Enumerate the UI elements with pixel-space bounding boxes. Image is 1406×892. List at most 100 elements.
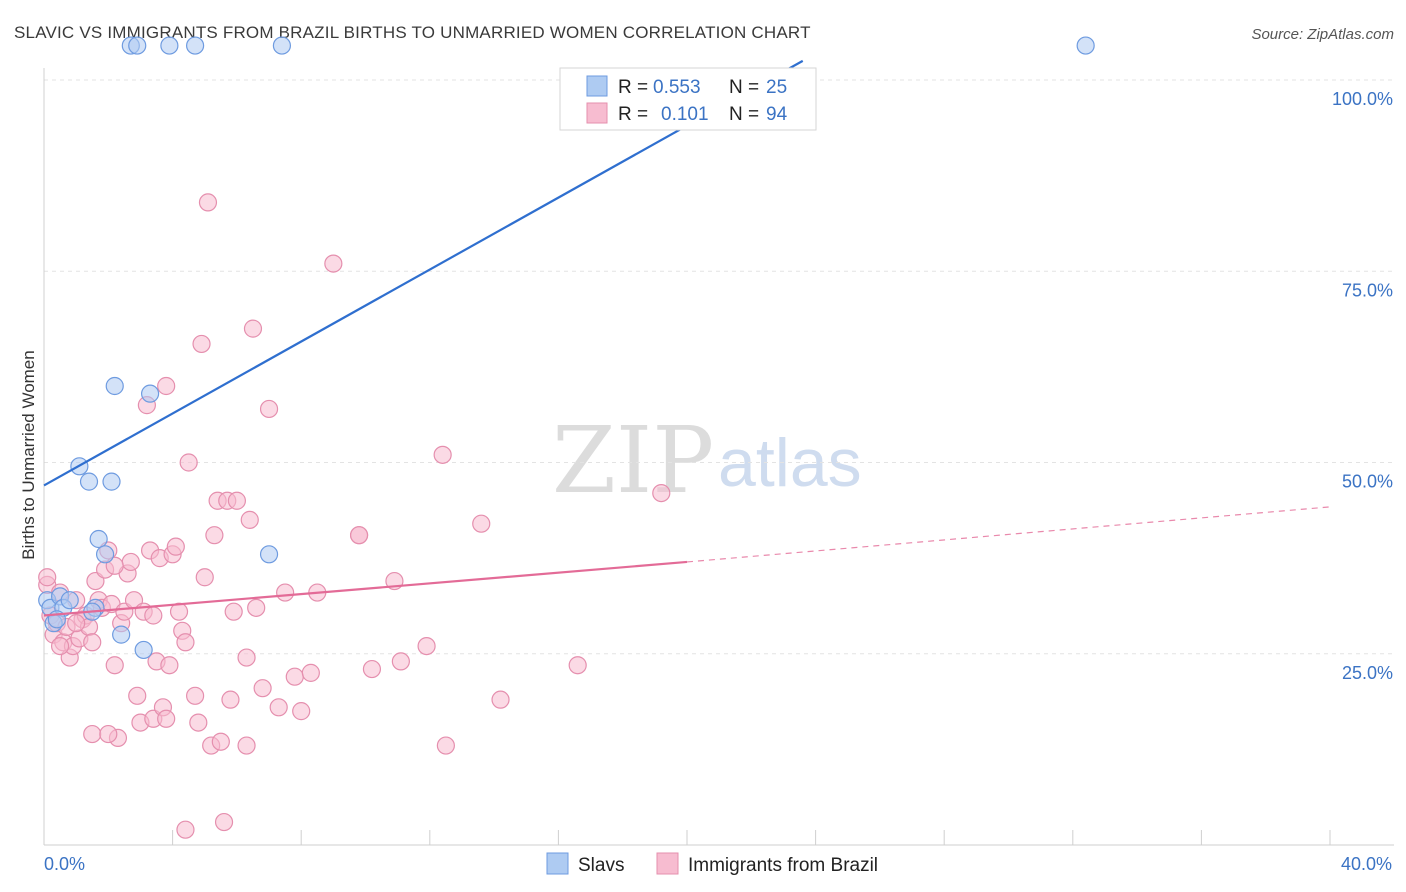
brazil-point — [166, 537, 185, 556]
brazil-point — [176, 633, 195, 652]
slavs-point — [102, 472, 121, 491]
y-tick-label: 100.0% — [1332, 89, 1393, 109]
y-axis-label: Births to Unmarried Women — [19, 350, 38, 559]
y-tick-label: 50.0% — [1342, 472, 1393, 492]
brazil-point — [417, 636, 436, 656]
brazil-point — [38, 568, 57, 587]
brazil-point — [144, 606, 163, 625]
bottom-legend-swatch-slavs — [546, 852, 569, 875]
slavs-point — [1076, 36, 1095, 55]
brazil-point — [121, 552, 140, 572]
brazil-point — [247, 598, 266, 617]
slavs-point — [259, 545, 279, 564]
gridlines — [44, 79, 1394, 655]
brazil-point — [214, 812, 234, 832]
brazil-point — [205, 526, 224, 545]
slavs-point — [272, 36, 292, 55]
brazil-points — [38, 193, 671, 839]
slavs-point — [134, 640, 153, 660]
correlation-legend: R = 0.553 N = 25 R = 0.101 N = 94 — [559, 67, 817, 131]
bottom-legend-slavs: Slavs — [578, 855, 624, 876]
brazil-point — [433, 445, 452, 464]
brazil-point — [276, 583, 295, 602]
watermark-zip: ZIP — [552, 407, 714, 514]
y-tick-label: 75.0% — [1342, 280, 1393, 300]
slavs-point — [186, 36, 205, 55]
chart-source: Source: ZipAtlas.com — [1251, 26, 1394, 43]
legend-n-value-slavs: 25 — [766, 77, 787, 98]
brazil-point — [301, 663, 320, 682]
legend-r-label-brazil: R = — [618, 104, 648, 125]
slavs-trend-line — [43, 59, 804, 487]
series-legend: Slavs Immigrants from Brazil — [546, 852, 878, 876]
slavs-points — [38, 36, 1095, 660]
brazil-point — [362, 659, 382, 679]
brazil-point — [269, 698, 288, 717]
brazil-point — [324, 254, 343, 273]
axes — [43, 68, 1394, 846]
brazil-point — [99, 724, 118, 744]
bottom-legend-swatch-brazil — [656, 852, 679, 875]
brazil-point — [243, 319, 263, 338]
slavs-point — [140, 384, 160, 403]
brazil-point — [436, 736, 455, 755]
brazil-point — [227, 491, 246, 510]
brazil-point — [195, 568, 214, 587]
brazil-point — [391, 652, 410, 671]
brazil-point — [237, 736, 256, 755]
brazil-point — [179, 453, 198, 472]
brazil-point — [237, 648, 256, 667]
slavs-point — [105, 376, 124, 396]
legend-swatch-slavs — [586, 75, 608, 97]
slavs-point — [60, 591, 79, 610]
brazil-trend-extension — [686, 506, 1331, 563]
brazil-point — [128, 686, 147, 705]
slavs-point — [89, 529, 108, 549]
brazil-point — [253, 679, 272, 698]
brazil-point — [50, 636, 70, 656]
legend-r-value-slavs: 0.553 — [653, 77, 701, 98]
brazil-point — [285, 667, 304, 686]
slavs-point — [128, 36, 147, 55]
bottom-legend-brazil: Immigrants from Brazil — [688, 855, 878, 876]
legend-r-label-slavs: R = — [618, 77, 648, 98]
y-tick-label: 25.0% — [1342, 663, 1393, 683]
legend-n-label-slavs: N = — [729, 77, 759, 98]
chart-title: SLAVIC VS IMMIGRANTS FROM BRAZIL BIRTHS … — [14, 23, 811, 42]
tick-labels: 25.0% 50.0% 75.0% 100.0% — [1332, 89, 1393, 683]
brazil-point — [157, 709, 176, 728]
brazil-point — [652, 484, 671, 503]
brazil-point — [221, 690, 240, 709]
watermark: ZIP atlas — [552, 407, 862, 514]
brazil-point — [568, 656, 587, 675]
legend-n-value-brazil: 94 — [766, 104, 788, 125]
legend-swatch-brazil — [586, 102, 608, 124]
legend-n-label-brazil: N = — [729, 104, 759, 125]
brazil-point — [224, 602, 243, 621]
brazil-point — [160, 656, 179, 675]
brazil-point — [349, 526, 369, 545]
x-tick-max: 40.0% — [1341, 854, 1392, 874]
legend-r-value-brazil: 0.101 — [661, 104, 709, 125]
slavs-point — [160, 36, 179, 55]
brazil-point — [83, 724, 102, 744]
brazil-point — [259, 399, 279, 419]
brazil-point — [176, 820, 195, 839]
brazil-point — [211, 732, 230, 751]
brazil-point — [83, 633, 102, 652]
brazil-point — [292, 702, 311, 721]
brazil-point — [192, 334, 211, 354]
brazil-point — [198, 193, 218, 212]
brazil-point — [472, 514, 491, 533]
slavs-point — [95, 545, 115, 564]
brazil-trend-line — [43, 560, 688, 617]
brazil-point — [240, 510, 259, 529]
trend-lines — [43, 59, 1331, 617]
brazil-point — [105, 656, 124, 675]
brazil-point — [157, 376, 176, 396]
brazil-point — [189, 713, 208, 732]
brazil-point — [186, 686, 205, 705]
x-tick-min: 0.0% — [44, 854, 85, 874]
slavs-point — [79, 472, 99, 491]
